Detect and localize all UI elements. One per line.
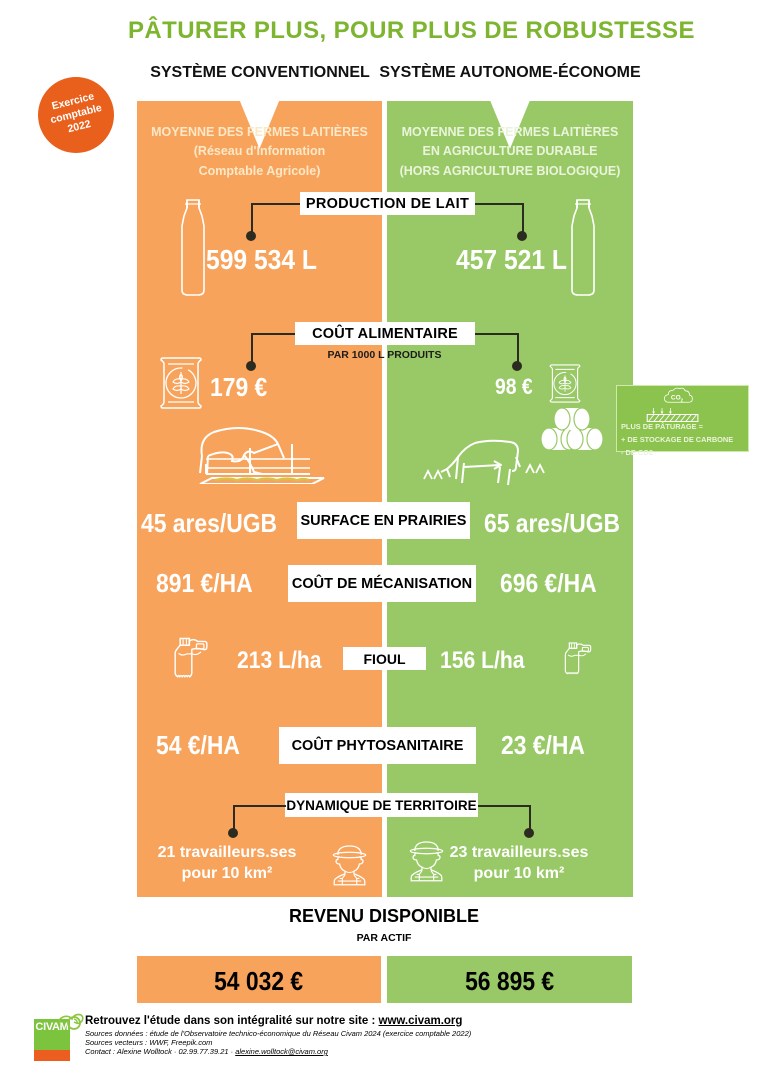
svg-text:CO2: CO2 [671,395,684,403]
